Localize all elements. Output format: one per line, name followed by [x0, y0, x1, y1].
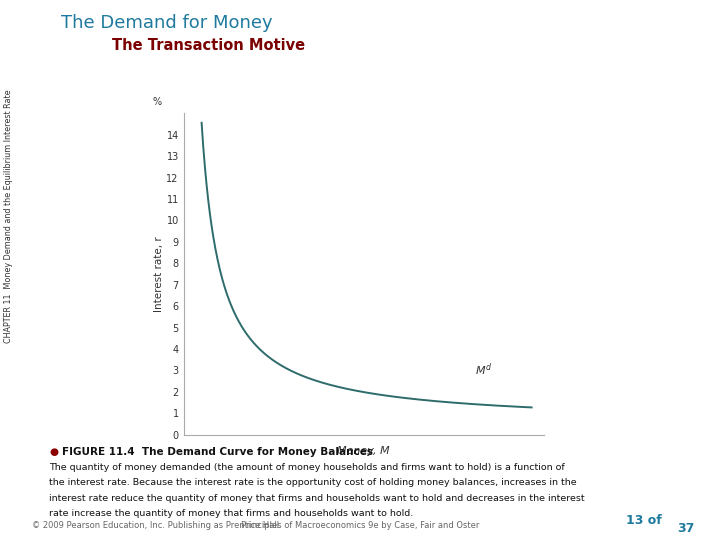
Text: FIGURE 11.4  The Demand Curve for Money Balances: FIGURE 11.4 The Demand Curve for Money B…	[62, 447, 373, 457]
Text: $M^d$: $M^d$	[474, 361, 492, 377]
Text: ●: ●	[49, 447, 58, 457]
Text: © 2009 Pearson Education, Inc. Publishing as Prentice Hall: © 2009 Pearson Education, Inc. Publishin…	[32, 521, 279, 530]
Text: interest rate reduce the quantity of money that firms and households want to hol: interest rate reduce the quantity of mon…	[49, 494, 585, 503]
Text: Principles of Macroeconomics 9e by Case, Fair and Oster: Principles of Macroeconomics 9e by Case,…	[240, 521, 480, 530]
Text: the interest rate. Because the interest rate is the opportunity cost of holding : the interest rate. Because the interest …	[49, 478, 577, 488]
Text: The quantity of money demanded (the amount of money households and firms want to: The quantity of money demanded (the amou…	[49, 463, 564, 472]
Text: The Transaction Motive: The Transaction Motive	[112, 38, 305, 53]
Text: %: %	[152, 97, 161, 107]
Text: The Demand for Money: The Demand for Money	[61, 14, 273, 31]
Text: 13 of: 13 of	[626, 514, 662, 526]
Text: rate increase the quantity of money that firms and households want to hold.: rate increase the quantity of money that…	[49, 509, 413, 518]
Text: Money, M: Money, M	[337, 446, 390, 456]
Text: 37: 37	[677, 522, 694, 535]
Text: CHAPTER 11  Money Demand and the Equilibrium Interest Rate: CHAPTER 11 Money Demand and the Equilibr…	[4, 89, 13, 343]
Y-axis label: Interest rate, r: Interest rate, r	[153, 236, 163, 312]
